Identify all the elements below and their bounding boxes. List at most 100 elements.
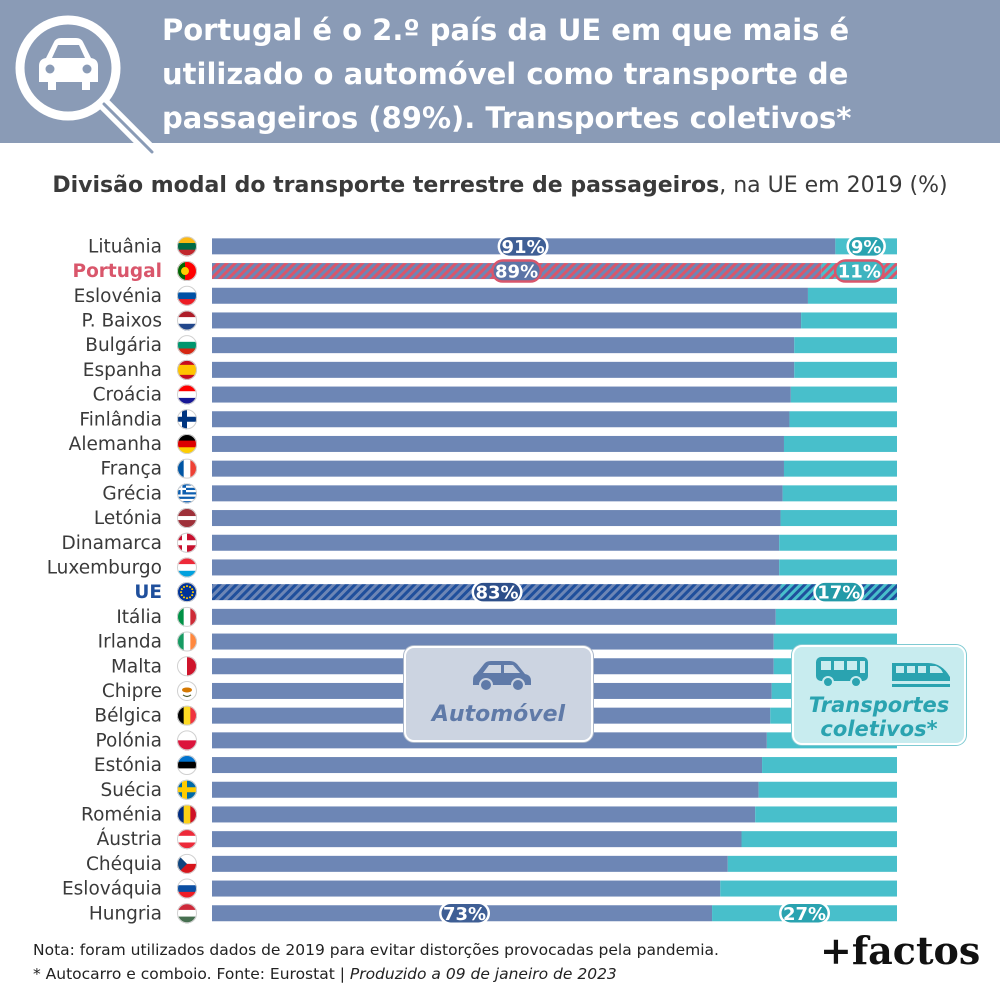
country-label-11: Letónia	[94, 508, 162, 529]
country-label-0: Lituânia	[88, 236, 162, 257]
country-label-3: P. Baixos	[81, 310, 162, 331]
svg-text:73%: 73%	[443, 904, 486, 925]
flag-mt-icon	[177, 656, 197, 677]
flag-ie-icon	[177, 631, 197, 652]
datalabel-car-3: 73%	[439, 901, 491, 925]
car-legend-label: Automóvel	[431, 702, 566, 727]
car-legend-box: Automóvel	[404, 646, 593, 742]
bar-public-8	[783, 435, 897, 452]
country-label-6: Croácia	[93, 385, 162, 406]
bar-car-6	[212, 386, 791, 403]
bar-public-22	[758, 781, 897, 798]
datalabel-public-0: 9%	[846, 234, 886, 259]
flag-cz-icon	[177, 853, 197, 874]
country-label-10: Grécia	[102, 483, 162, 504]
datalabel-public-3: 27%	[779, 901, 831, 925]
bar-car-16	[212, 633, 774, 650]
country-label-2: Eslovénia	[74, 286, 162, 307]
flag-fi-icon	[177, 409, 197, 430]
bar-public-3	[801, 312, 897, 329]
flag-de-icon	[177, 433, 197, 454]
country-label-24: Áustria	[97, 828, 162, 850]
datalabel-car-1: 89%	[491, 259, 543, 283]
header-banner	[0, 0, 1000, 143]
bar-public-5	[794, 361, 897, 378]
bar-public-11	[780, 510, 897, 527]
bar-car-9	[212, 460, 784, 477]
bar-car-7	[212, 411, 790, 428]
public-transport-legend-box: Transportes coletivos*	[792, 645, 966, 745]
country-label-19: Bélgica	[94, 706, 162, 727]
flag-lv-icon	[177, 508, 197, 529]
bar-public-10	[782, 485, 897, 502]
country-label-12: Dinamarca	[61, 533, 162, 554]
public-transport-legend-line2: coletivos*	[820, 717, 938, 741]
datalabel-car-2: 83%	[471, 580, 523, 604]
country-label-1: Portugal	[73, 261, 162, 282]
flag-es-icon	[177, 359, 197, 380]
search-car-icon	[15, 15, 159, 159]
bar-public-4	[794, 337, 897, 354]
bar-car-21	[212, 757, 763, 774]
flag-bg-icon	[177, 335, 197, 356]
bar-public-9	[783, 460, 897, 477]
country-label-9: França	[101, 459, 162, 480]
flag-pt-icon	[177, 261, 197, 282]
bar-public-25	[727, 855, 897, 872]
svg-text:9%: 9%	[851, 237, 882, 258]
car-icon	[473, 661, 531, 692]
country-label-27: Hungria	[89, 903, 162, 924]
flag-be-icon	[177, 705, 197, 726]
flag-eu-icon	[177, 582, 197, 603]
country-label-4: Bulgária	[85, 335, 162, 356]
footnote-line2: * Autocarro e comboio. Fonte: Eurostat |…	[33, 962, 793, 986]
bar-car-8	[212, 435, 784, 452]
flag-at-icon	[177, 829, 197, 850]
public-transport-legend-line1: Transportes	[808, 693, 950, 717]
svg-text:11%: 11%	[838, 262, 881, 283]
flag-lt-icon	[177, 236, 197, 257]
bar-public-12	[779, 534, 897, 551]
svg-text:17%: 17%	[817, 583, 860, 604]
footnote-source: * Autocarro e comboio. Fonte: Eurostat |	[33, 965, 350, 983]
svg-text:83%: 83%	[476, 583, 519, 604]
country-label-14: UE	[134, 582, 162, 603]
footnote-line1: Nota: foram utilizados dados de 2019 par…	[33, 941, 719, 959]
bar-public-7	[789, 411, 897, 428]
train-icon	[892, 663, 950, 687]
bar-car-15	[212, 608, 776, 625]
bar-car-12	[212, 534, 780, 551]
flag-ee-icon	[177, 755, 197, 776]
chart-title-bold: Divisão modal do transporte terrestre de…	[52, 173, 720, 198]
flag-it-icon	[177, 606, 197, 627]
datalabel-public-1: 11%	[833, 259, 885, 283]
country-label-25: Chéquia	[86, 854, 162, 875]
bar-public-13	[779, 559, 897, 576]
country-label-16: Irlanda	[98, 632, 162, 653]
bar-public-15	[775, 608, 897, 625]
svg-text:91%: 91%	[502, 237, 545, 258]
bar-car-13	[212, 559, 780, 576]
flag-lu-icon	[177, 557, 197, 578]
country-label-8: Alemanha	[69, 434, 162, 455]
bar-car-2	[212, 287, 808, 304]
headline: Portugal é o 2.º país da UE em que mais …	[162, 13, 852, 179]
bar-public-26	[720, 880, 897, 897]
svg-text:89%: 89%	[495, 262, 538, 283]
flag-sk-icon	[177, 878, 197, 899]
country-label-13: Luxemburgo	[47, 557, 162, 578]
datalabel-public-2: 17%	[813, 580, 865, 604]
country-label-22: Suécia	[101, 780, 163, 801]
country-label-17: Malta	[111, 656, 162, 677]
footnote: Nota: foram utilizados dados de 2019 par…	[33, 938, 793, 986]
flag-ro-icon	[177, 804, 197, 825]
chart-title-rest: , na UE em 2019 (%)	[719, 173, 948, 198]
flag-se-icon	[177, 779, 197, 800]
flag-nl-icon	[177, 310, 197, 331]
flag-cy-icon	[177, 680, 197, 701]
country-label-7: Finlândia	[79, 409, 162, 430]
flag-dk-icon	[177, 532, 197, 553]
bar-car-23	[212, 806, 756, 823]
chart-title: Divisão modal do transporte terrestre de…	[0, 173, 1000, 198]
